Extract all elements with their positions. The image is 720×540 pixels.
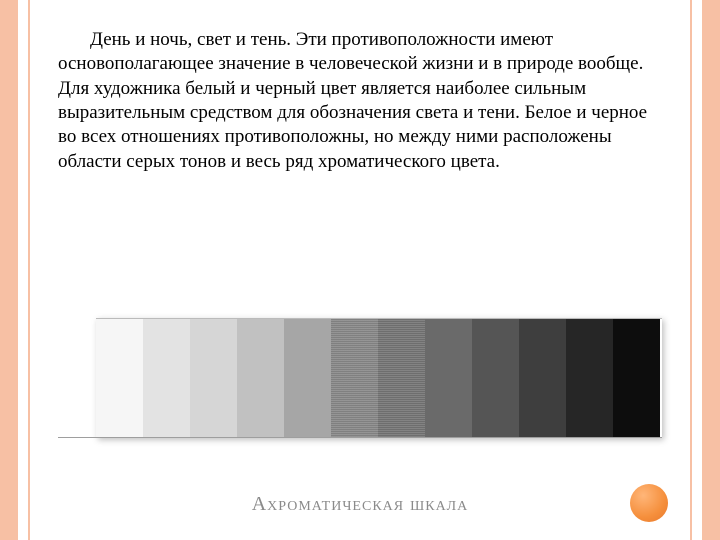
grayscale-swatches (96, 318, 662, 438)
grayscale-swatch (143, 319, 190, 438)
grayscale-swatch (613, 319, 660, 438)
decorative-border-right (702, 0, 720, 540)
decorative-inner-line-right (690, 0, 692, 540)
footer: Ахроматическая шкала (58, 493, 662, 516)
decorative-inner-line-left (28, 0, 30, 540)
slide-title: Ахроматическая шкала (252, 493, 469, 516)
grayscale-swatch (190, 319, 237, 438)
accent-dot-icon (630, 484, 668, 522)
decorative-border-left (0, 0, 18, 540)
grayscale-figure (58, 318, 662, 438)
grayscale-swatch (96, 319, 143, 438)
grayscale-swatch (284, 319, 331, 438)
grayscale-swatch (472, 319, 519, 438)
grayscale-baseline (58, 437, 662, 438)
grayscale-swatch (566, 319, 613, 438)
content-area: День и ночь, свет и тень. Эти противопол… (58, 28, 662, 174)
grayscale-swatch (237, 319, 284, 438)
body-paragraph: День и ночь, свет и тень. Эти противопол… (58, 28, 662, 174)
grayscale-swatch (331, 319, 378, 438)
grayscale-swatch (519, 319, 566, 438)
grayscale-swatch (378, 319, 425, 438)
grayscale-swatch (425, 319, 472, 438)
